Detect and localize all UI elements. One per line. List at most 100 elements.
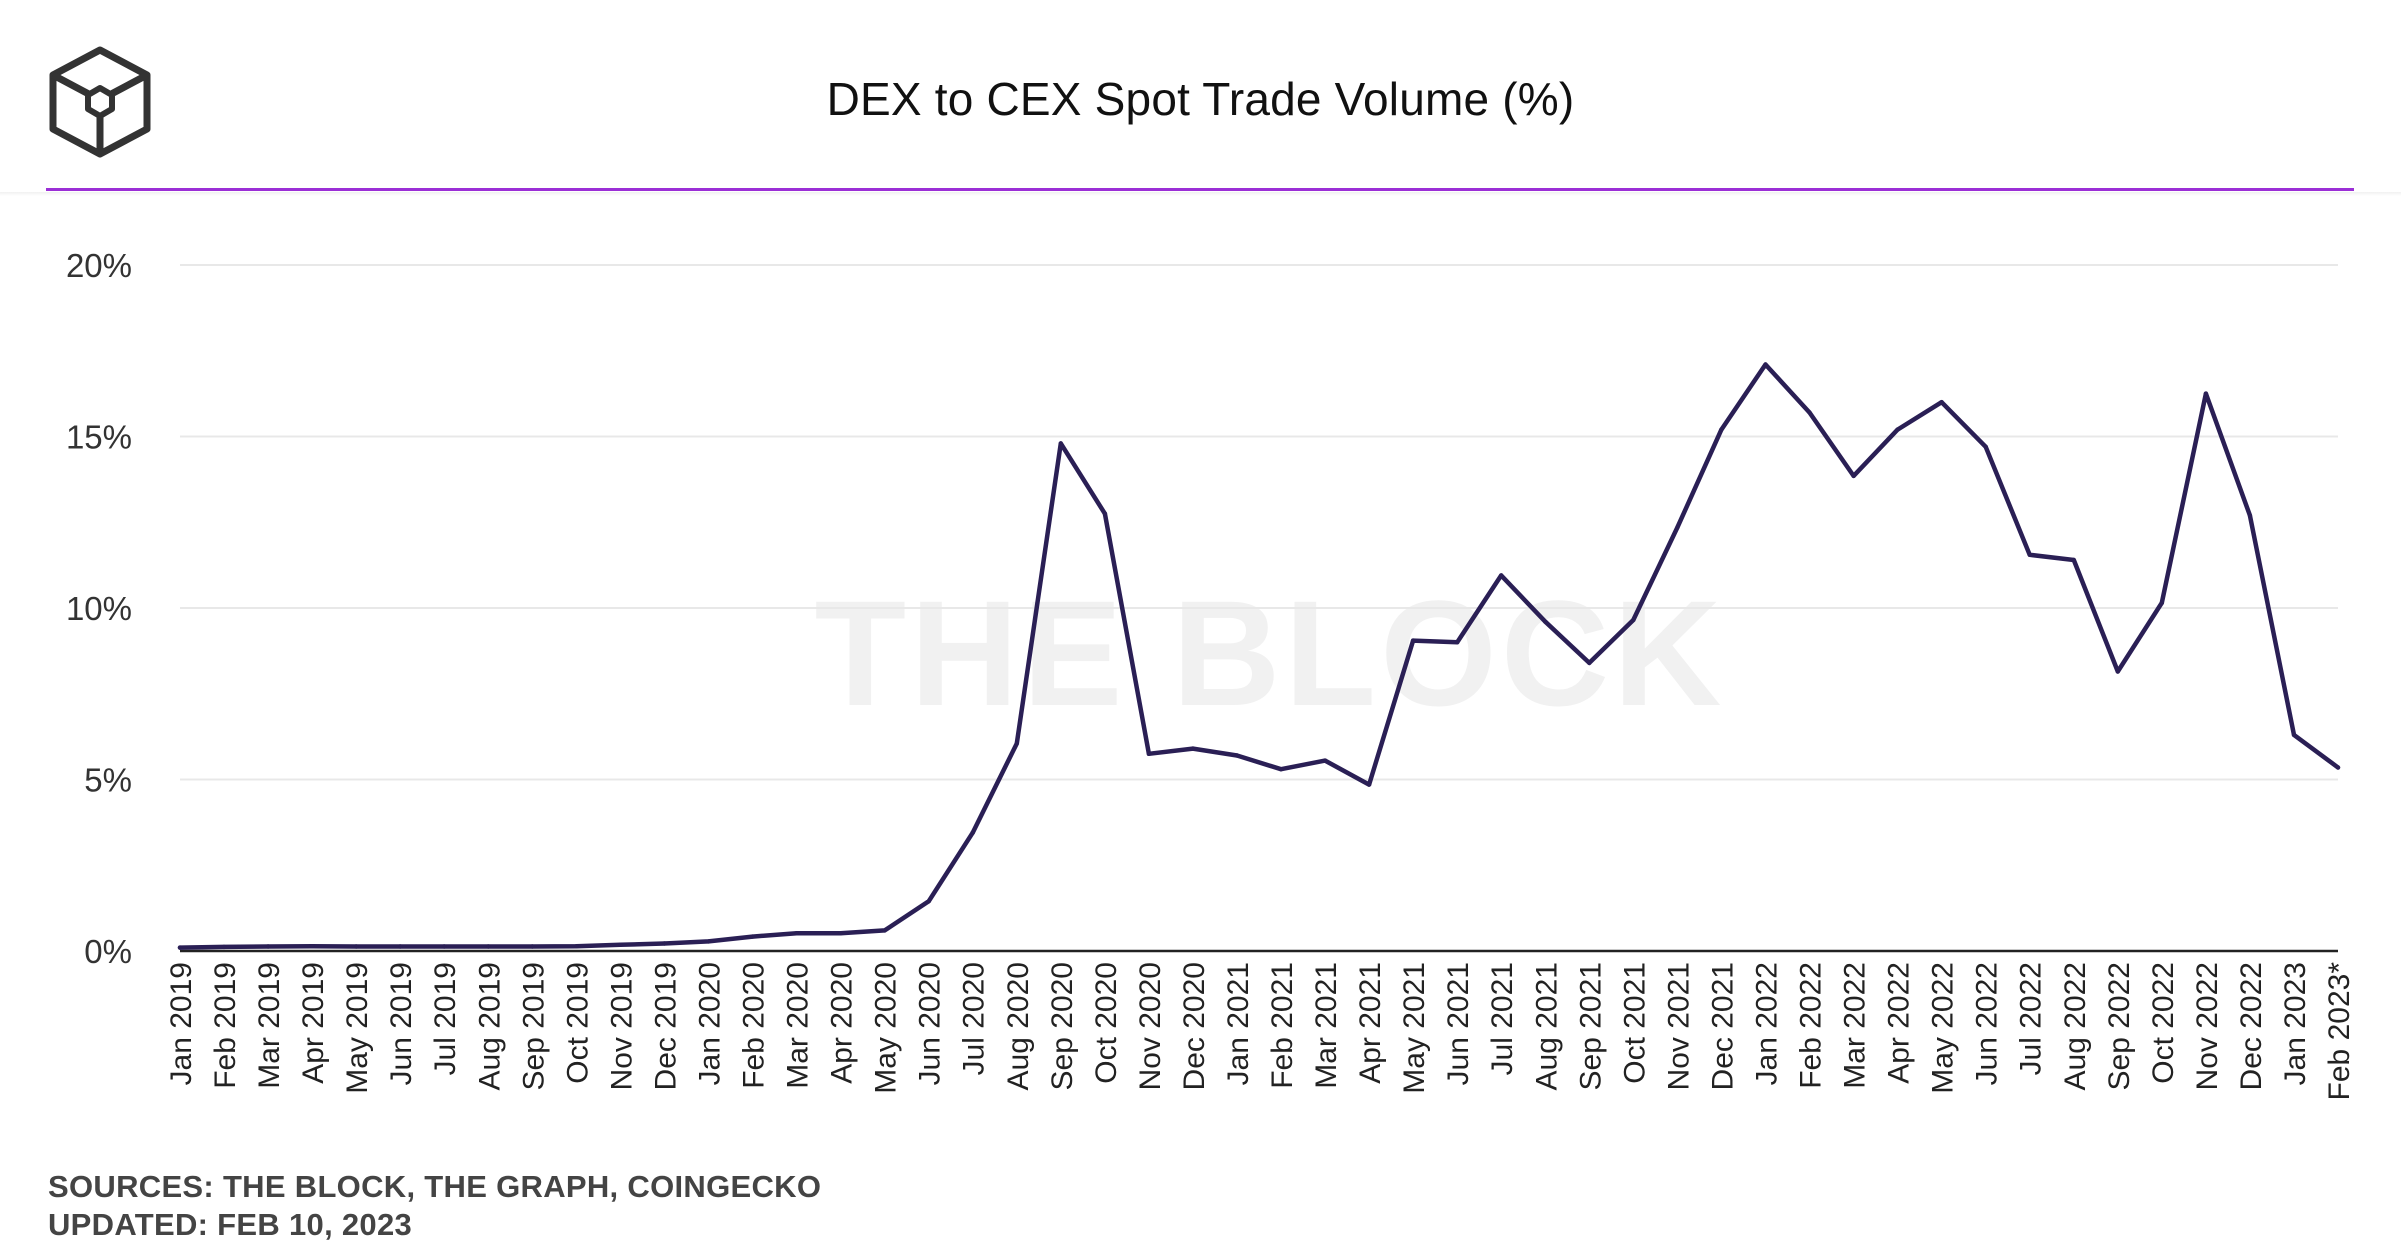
x-tick-label: May 2020: [870, 962, 903, 1094]
data-point: [398, 944, 403, 949]
x-tick-label: Aug 2021: [1530, 962, 1563, 1090]
data-point: [1675, 525, 1680, 530]
data-point: [1102, 511, 1108, 516]
data-point: [265, 944, 271, 949]
the-block-logo-icon: [49, 46, 151, 158]
x-tick-label: Oct 2022: [2147, 962, 2180, 1084]
data-point: [1455, 640, 1460, 645]
data-point: [2071, 557, 2076, 563]
x-tick-label: Oct 2020: [1090, 962, 1123, 1084]
data-point: [530, 944, 535, 949]
x-tick-label: Jul 2022: [2015, 962, 2048, 1075]
data-point: [970, 830, 975, 835]
sources-text: SOURCES: THE BLOCK, THE GRAPH, COINGECKO: [48, 1169, 822, 1204]
x-tick-label: Feb 2023*: [2323, 962, 2356, 1101]
x-tick-label: Jun 2020: [914, 962, 947, 1085]
x-tick-label: Apr 2022: [1883, 962, 1916, 1084]
x-tick-label: Nov 2020: [1134, 962, 1167, 1090]
data-point: [309, 944, 315, 949]
y-tick-label: 10%: [66, 590, 132, 627]
data-point: [1851, 473, 1856, 479]
data-point: [1895, 427, 1900, 432]
data-point: [2159, 600, 2164, 606]
x-tick-label: Jan 2019: [165, 962, 198, 1085]
data-point: [1719, 427, 1724, 432]
x-tick-label: Jan 2022: [1750, 962, 1783, 1085]
data-point: [2335, 765, 2341, 770]
data-point: [794, 931, 799, 936]
data-point: [1058, 441, 1064, 446]
data-point: [1410, 638, 1416, 643]
x-tick-label: Sep 2020: [1046, 962, 1079, 1090]
data-point: [2203, 391, 2209, 396]
data-point: [1763, 362, 1768, 367]
x-tick-label: Mar 2021: [1310, 962, 1343, 1089]
data-point: [1146, 751, 1152, 756]
data-point: [1234, 753, 1240, 758]
x-tick-label: Mar 2020: [782, 962, 815, 1089]
x-tick-label: Nov 2019: [605, 962, 638, 1090]
data-point: [1983, 444, 1988, 449]
x-tick-label: Jul 2020: [958, 962, 991, 1075]
x-tick-label: Sep 2019: [517, 962, 550, 1090]
x-tick-label: Apr 2020: [826, 962, 859, 1084]
x-tick-label: May 2019: [341, 962, 374, 1094]
y-tick-label: 20%: [66, 247, 132, 284]
data-point: [1499, 573, 1504, 578]
y-tick-label: 0%: [84, 933, 132, 970]
data-point: [2247, 513, 2253, 518]
title-accent-line: [46, 188, 2354, 191]
x-tick-label: May 2021: [1398, 962, 1431, 1094]
x-tick-label: Jun 2021: [1442, 962, 1475, 1085]
x-tick-label: Jun 2019: [385, 962, 418, 1085]
x-tick-label: Feb 2021: [1266, 962, 1299, 1089]
x-tick-label: Aug 2020: [1002, 962, 1035, 1090]
data-point: [2115, 669, 2120, 674]
y-tick-label: 15%: [66, 419, 132, 456]
data-point: [221, 944, 227, 950]
x-tick-label: Aug 2019: [473, 962, 506, 1090]
x-tick-label: Sep 2022: [2103, 962, 2136, 1090]
data-point: [2027, 552, 2032, 557]
x-tick-label: Dec 2021: [1706, 962, 1739, 1090]
x-tick-label: Sep 2021: [1574, 962, 1607, 1090]
x-tick-label: Apr 2021: [1354, 962, 1387, 1084]
line-chart: THE BLOCK 0% 5% 10% 15% 20% Jan 2019 Feb 2019 Ma…: [66, 247, 2356, 1101]
x-tick-label: Jul 2021: [1486, 962, 1519, 1075]
x-tick-label: Mar 2022: [1839, 962, 1872, 1089]
x-tick-label: Feb 2020: [738, 962, 771, 1089]
data-point: [1014, 741, 1019, 746]
data-point: [750, 934, 755, 939]
x-tick-label: Dec 2022: [2235, 962, 2268, 1090]
x-tick-label: Aug 2022: [2059, 962, 2092, 1090]
x-tick-label: Apr 2019: [297, 962, 330, 1084]
data-point: [838, 931, 843, 936]
data-point: [1543, 619, 1548, 624]
x-tick-label: Jan 2023: [2279, 962, 2312, 1085]
x-tick-label: Nov 2021: [1662, 962, 1695, 1090]
data-point: [1587, 660, 1592, 666]
data-point: [2291, 732, 2297, 738]
y-tick-label: 5%: [84, 762, 132, 799]
data-point: [1366, 782, 1372, 787]
x-tick-label: Nov 2022: [2191, 962, 2224, 1090]
series-line: [177, 362, 2341, 950]
data-point: [177, 945, 183, 950]
x-tick-label: Dec 2020: [1178, 962, 1211, 1090]
data-point: [354, 944, 359, 949]
chart-title: DEX to CEX Spot Trade Volume (%): [826, 73, 1575, 125]
header-divider: [0, 192, 2401, 196]
footer: SOURCES: THE BLOCK, THE GRAPH, COINGECKO…: [48, 1168, 821, 1244]
x-tick-label: Dec 2019: [649, 962, 682, 1090]
data-point: [882, 928, 887, 933]
data-point: [442, 944, 447, 949]
data-point: [706, 939, 711, 944]
data-point: [1631, 617, 1636, 623]
x-tick-label: Oct 2019: [561, 962, 594, 1084]
data-point: [1807, 410, 1812, 415]
x-tick-label: Jul 2019: [429, 962, 462, 1075]
x-tick-label: Feb 2019: [209, 962, 242, 1089]
x-tick-label: Mar 2019: [253, 962, 286, 1089]
watermark-text: THE BLOCK: [815, 569, 1726, 737]
x-tick-label: May 2022: [1927, 962, 1960, 1094]
